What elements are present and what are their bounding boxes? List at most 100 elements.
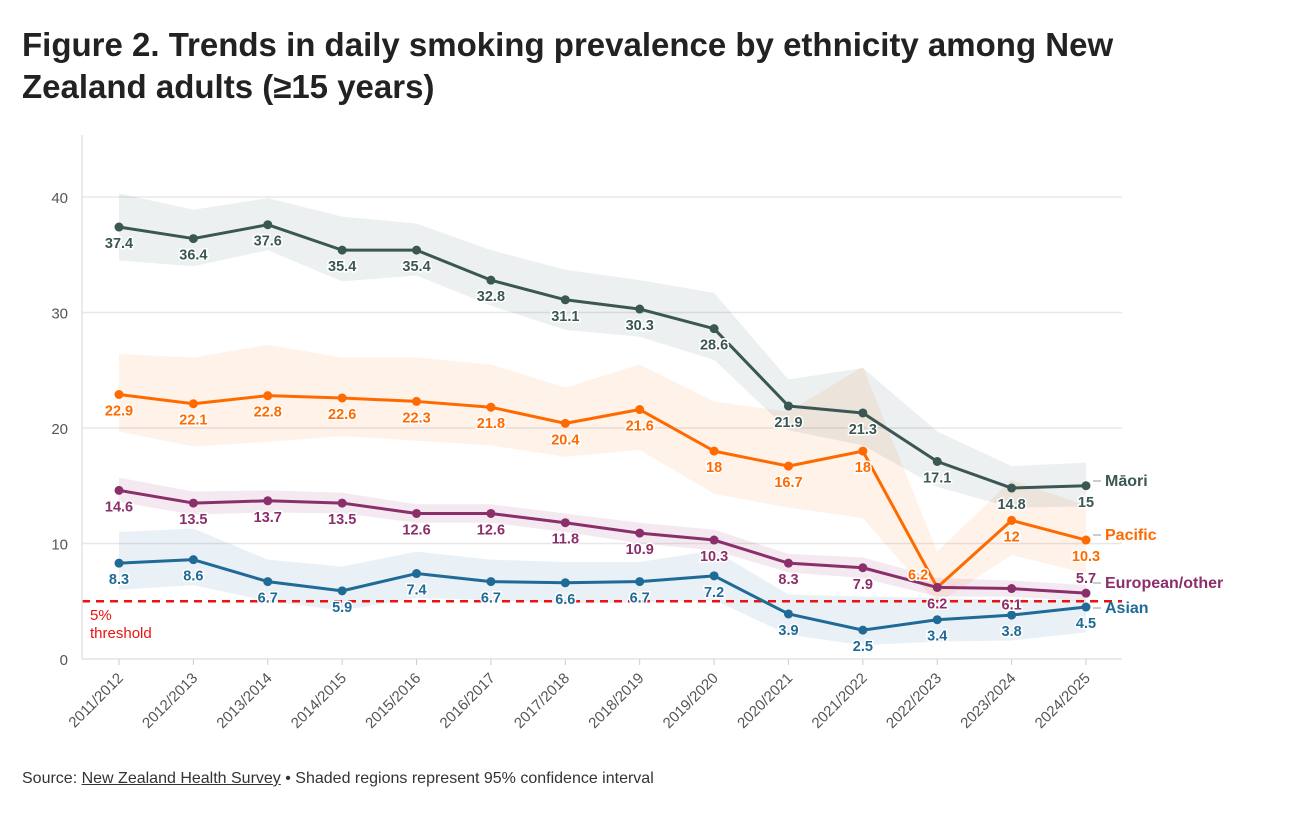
data-point-europeanother	[858, 563, 868, 573]
data-label-europeanother: 12.6	[477, 522, 505, 538]
data-label-asian: 4.5	[1076, 616, 1096, 632]
x-tick-label: 2011/2012	[65, 670, 126, 731]
data-label-mori: 14.8	[997, 497, 1025, 513]
data-point-europeanother	[263, 496, 273, 506]
data-point-asian	[486, 577, 496, 587]
data-point-pacific	[412, 396, 422, 406]
ci-band-europeanother	[119, 477, 1086, 602]
data-label-asian: 7.2	[704, 585, 724, 601]
data-point-mori	[709, 324, 719, 334]
data-point-mori	[1007, 483, 1017, 493]
data-point-asian	[783, 609, 793, 619]
confidence-bands	[119, 193, 1086, 646]
data-label-pacific: 21.6	[626, 419, 654, 435]
data-point-asian	[337, 586, 347, 596]
data-point-mori	[263, 220, 273, 230]
line-pacific	[118, 393, 1087, 589]
x-tick-label: 2018/2019	[585, 670, 647, 732]
data-label-mori: 35.4	[328, 259, 356, 275]
source-suffix: • Shaded regions represent 95% confidenc…	[280, 770, 654, 787]
data-label-mori: 21.3	[849, 422, 877, 438]
data-label-pacific: 22.8	[254, 405, 282, 421]
series-label-mori: Māori	[1105, 473, 1148, 490]
data-point-asian	[1081, 602, 1091, 612]
data-label-europeanother: 6.2	[927, 596, 947, 612]
x-tick-label: 2013/2014	[213, 670, 275, 732]
line-europeanother	[118, 488, 1087, 595]
data-point-europeanother	[709, 535, 719, 545]
data-label-europeanother: 12.6	[402, 522, 430, 538]
data-label-pacific: 18	[855, 460, 871, 476]
data-label-asian: 6.7	[630, 591, 650, 607]
data-label-mori: 37.6	[254, 234, 282, 250]
series-label-europeanother: European/other	[1105, 575, 1223, 592]
data-label-pacific: 22.3	[402, 410, 430, 426]
data-label-mori: 36.4	[179, 248, 207, 264]
data-label-europeanother: 10.9	[626, 542, 654, 558]
data-label-asian: 6.7	[258, 591, 278, 607]
data-label-pacific: 18	[706, 460, 722, 476]
data-point-europeanother	[932, 582, 942, 592]
threshold-label: threshold	[90, 625, 152, 642]
data-point-pacific	[114, 390, 124, 400]
ci-band-asian	[119, 528, 1086, 646]
data-label-pacific: 22.6	[328, 407, 356, 423]
data-label-pacific: 6.2	[908, 567, 928, 583]
data-point-pacific	[486, 402, 496, 412]
data-label-europeanother: 13.5	[179, 512, 207, 528]
chart-title: Figure 2. Trends in daily smoking preval…	[22, 26, 1114, 105]
data-point-mori	[1081, 481, 1091, 491]
data-label-mori: 35.4	[402, 259, 430, 275]
x-tick-label: 2015/2016	[362, 670, 424, 732]
y-tick-label: 40	[51, 190, 68, 207]
data-point-europeanother	[412, 508, 422, 518]
x-tick-label: 2022/2023	[883, 670, 945, 732]
data-label-asian: 7.4	[406, 583, 426, 599]
data-point-asian	[560, 578, 570, 588]
data-label-europeanother: 14.6	[105, 499, 133, 515]
threshold-label: 5%	[90, 607, 112, 624]
data-point-mori	[486, 275, 496, 285]
y-tick-label: 30	[51, 306, 68, 323]
data-point-asian	[635, 577, 645, 587]
data-point-mori	[188, 234, 198, 244]
data-label-pacific: 12	[1004, 529, 1020, 545]
data-point-mori	[932, 456, 942, 466]
data-label-europeanother: 10.3	[700, 549, 728, 565]
source-link[interactable]: New Zealand Health Survey	[81, 770, 281, 787]
data-label-asian: 2.5	[853, 639, 873, 655]
data-point-mori	[783, 401, 793, 411]
ci-band-pacific	[119, 344, 1086, 604]
data-point-pacific	[188, 399, 198, 409]
data-point-asian	[263, 577, 273, 587]
data-point-asian	[412, 569, 422, 579]
data-point-pacific	[635, 405, 645, 415]
data-point-pacific	[1007, 515, 1017, 525]
data-label-asian: 3.9	[778, 623, 798, 639]
data-label-europeanother: 13.7	[254, 510, 282, 526]
data-point-mori	[114, 222, 124, 232]
data-label-asian: 6.7	[481, 591, 501, 607]
data-point-europeanother	[337, 498, 347, 508]
data-point-europeanother	[1081, 588, 1091, 598]
y-tick-label: 0	[60, 652, 68, 669]
x-tick-label: 2024/2025	[1032, 670, 1094, 732]
data-point-mori	[858, 408, 868, 418]
data-label-europeanother: 6.1	[1002, 598, 1022, 614]
x-tick-label: 2023/2024	[957, 670, 1019, 732]
series-lines	[114, 220, 1091, 635]
data-point-europeanother	[114, 485, 124, 495]
data-point-pacific	[858, 446, 868, 456]
data-labels: 37.4 36.4 37.6 35.4 35.4 32.8 31.1 30.3 28.6 21.9…	[103, 232, 1223, 656]
data-label-asian: 3.8	[1002, 624, 1022, 640]
data-point-europeanother	[486, 508, 496, 518]
data-point-pacific	[263, 391, 273, 401]
series-label-asian: Asian	[1105, 600, 1149, 617]
line-asian	[118, 558, 1087, 632]
threshold-line: 5%threshold	[82, 600, 1122, 642]
data-point-pacific	[560, 418, 570, 428]
data-label-asian: 8.6	[183, 569, 203, 585]
data-label-asian: 3.4	[927, 629, 947, 645]
x-tick-label: 2012/2013	[139, 670, 201, 732]
